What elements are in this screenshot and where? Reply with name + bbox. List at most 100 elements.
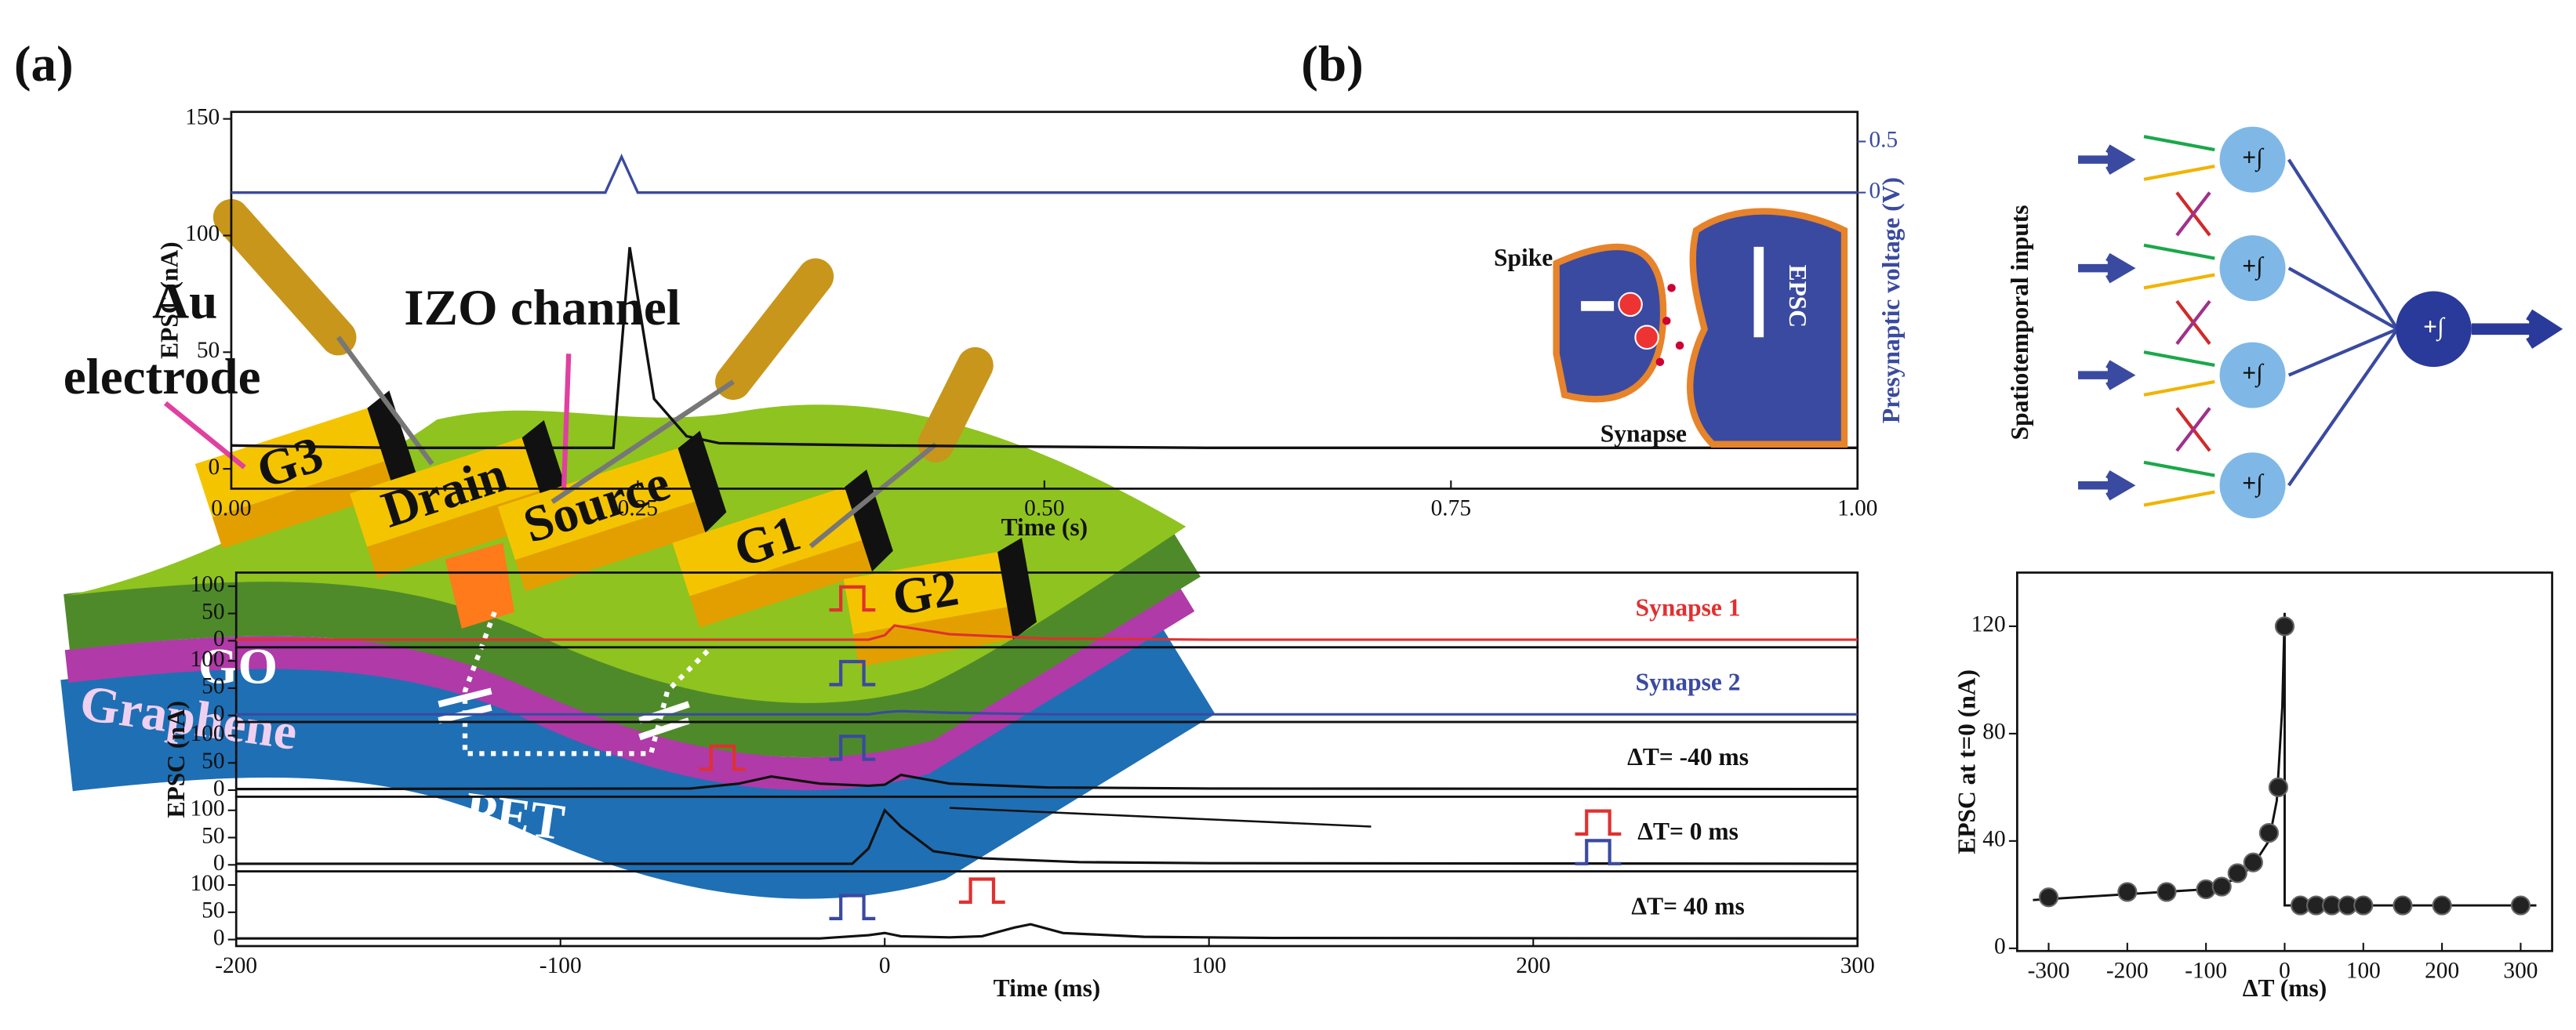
- annotation: Synapse: [1600, 419, 1687, 447]
- series-line: [236, 923, 1858, 940]
- data-point: [2038, 887, 2059, 908]
- annotation: EPSC: [1784, 265, 1811, 328]
- y-tick-label: 0: [213, 701, 225, 726]
- y2-axis-title: Presynaptic voltage (V): [1877, 177, 1905, 423]
- electrode-front: [515, 501, 706, 592]
- electrode: G1: [672, 469, 893, 628]
- electrode-side: [678, 430, 727, 533]
- vesicle: [1634, 325, 1659, 350]
- electrode-front: [853, 607, 1013, 667]
- probe: [213, 198, 357, 356]
- electrode-front: [689, 540, 873, 628]
- izo-channel: [445, 542, 514, 629]
- output-neuron: [2396, 291, 2472, 368]
- series-label: ΔT= -40 ms: [1627, 743, 1749, 771]
- data-point: [2117, 882, 2138, 902]
- dendrite: [2143, 135, 2215, 152]
- y-tick-label: 50: [202, 674, 224, 699]
- y-axis-title: EPSC (nA): [156, 241, 183, 358]
- neurotransmitter: [1667, 284, 1676, 292]
- dendrite: [2143, 243, 2215, 260]
- link: [2287, 267, 2399, 331]
- input-arrow: [2078, 470, 2136, 501]
- dendrite: [2143, 350, 2215, 368]
- input-arrow: [2078, 360, 2136, 390]
- x-tick-label: 0: [879, 953, 891, 978]
- series-line: [236, 624, 1858, 641]
- y-tick-label: 100: [190, 871, 224, 896]
- y-tick-label: 0.5: [1869, 127, 1898, 152]
- y-tick-label: 50: [202, 599, 224, 624]
- pulse-icon: [829, 659, 876, 687]
- device-label: Au: [152, 273, 217, 329]
- y-tick-label: 100: [190, 572, 224, 597]
- link: [2287, 327, 2399, 377]
- x-tick-label: -200: [215, 953, 257, 978]
- electrode-side: [367, 390, 416, 493]
- capacitor: [638, 701, 690, 741]
- input-arrow: [2078, 252, 2136, 284]
- electrode: G3: [194, 390, 416, 549]
- fit-line: [2033, 612, 2537, 907]
- y-tick-label: 50: [202, 749, 224, 774]
- probe: [917, 346, 994, 462]
- pulse-icon: [958, 877, 1005, 905]
- inputs-label: Spatiotemporal inputs: [2006, 205, 2033, 440]
- network: Spatiotemporal inputs +∫ +∫ +∫ +∫ +∫: [2006, 126, 2563, 519]
- data-point: [2243, 852, 2263, 872]
- y-tick-label: 150: [185, 104, 220, 129]
- y-tick-label: 100: [185, 221, 220, 246]
- dendrite: [2143, 490, 2215, 507]
- x-tick-label: 1.00: [1837, 495, 1877, 520]
- pulse-icon: [829, 894, 876, 920]
- postsynapse: [1686, 208, 1848, 448]
- y-tick-label: 0: [1869, 178, 1880, 203]
- neuron-label: +∫: [2242, 469, 2265, 498]
- x-tick-label: 300: [2503, 958, 2538, 983]
- x-tick-label: 300: [1840, 953, 1875, 978]
- series-label: Synapse 2: [1636, 669, 1741, 696]
- probes: [163, 198, 994, 756]
- data-point: [2156, 882, 2177, 902]
- graphene-layer: [64, 583, 1195, 791]
- dendrite: [2143, 460, 2215, 477]
- y-tick-label: 100: [190, 796, 224, 821]
- y-tick-label: 0: [213, 776, 225, 801]
- data-point: [2274, 616, 2295, 636]
- output-label: +∫: [2423, 313, 2446, 342]
- neuron: [2219, 452, 2286, 519]
- y-tick-label: 50: [202, 898, 224, 923]
- electrode-side: [997, 538, 1037, 640]
- neuron: [2219, 342, 2286, 408]
- electrode-front: [212, 461, 395, 549]
- cross: [2175, 299, 2211, 345]
- x-tick-label: -200: [2106, 958, 2149, 983]
- x-tick-label: -100: [2185, 958, 2227, 983]
- pointer: [561, 354, 572, 491]
- dendrite: [2143, 164, 2215, 181]
- series-line: [231, 247, 1858, 450]
- data-point: [2258, 822, 2279, 843]
- x-tick-label: 200: [1516, 953, 1550, 978]
- electrode-top: [194, 408, 385, 517]
- x-tick-label: 200: [2425, 958, 2459, 983]
- pulse-icon: [699, 744, 746, 771]
- data-point: [2432, 895, 2452, 916]
- y-tick-label: 50: [202, 823, 224, 848]
- x-tick-label: -300: [2028, 958, 2070, 983]
- synapse-inset: [1553, 208, 1848, 448]
- neuron-label: +∫: [2242, 252, 2265, 281]
- pulse-icon: [1575, 809, 1622, 836]
- x-tick-label: 0.25: [618, 495, 658, 520]
- needle: [550, 379, 735, 504]
- x-axis-title: Time (ms): [994, 974, 1101, 1002]
- pulse-icon: [829, 585, 876, 612]
- x-tick-label: 0.00: [211, 495, 251, 520]
- layer-label: PET: [462, 782, 568, 851]
- series-line: [236, 807, 1858, 865]
- y-tick-label: 120: [1971, 612, 2006, 637]
- series-line: [231, 154, 1858, 194]
- neuron: [2219, 126, 2286, 193]
- y-axis-title: EPSC at t=0 (nA): [1953, 669, 1981, 854]
